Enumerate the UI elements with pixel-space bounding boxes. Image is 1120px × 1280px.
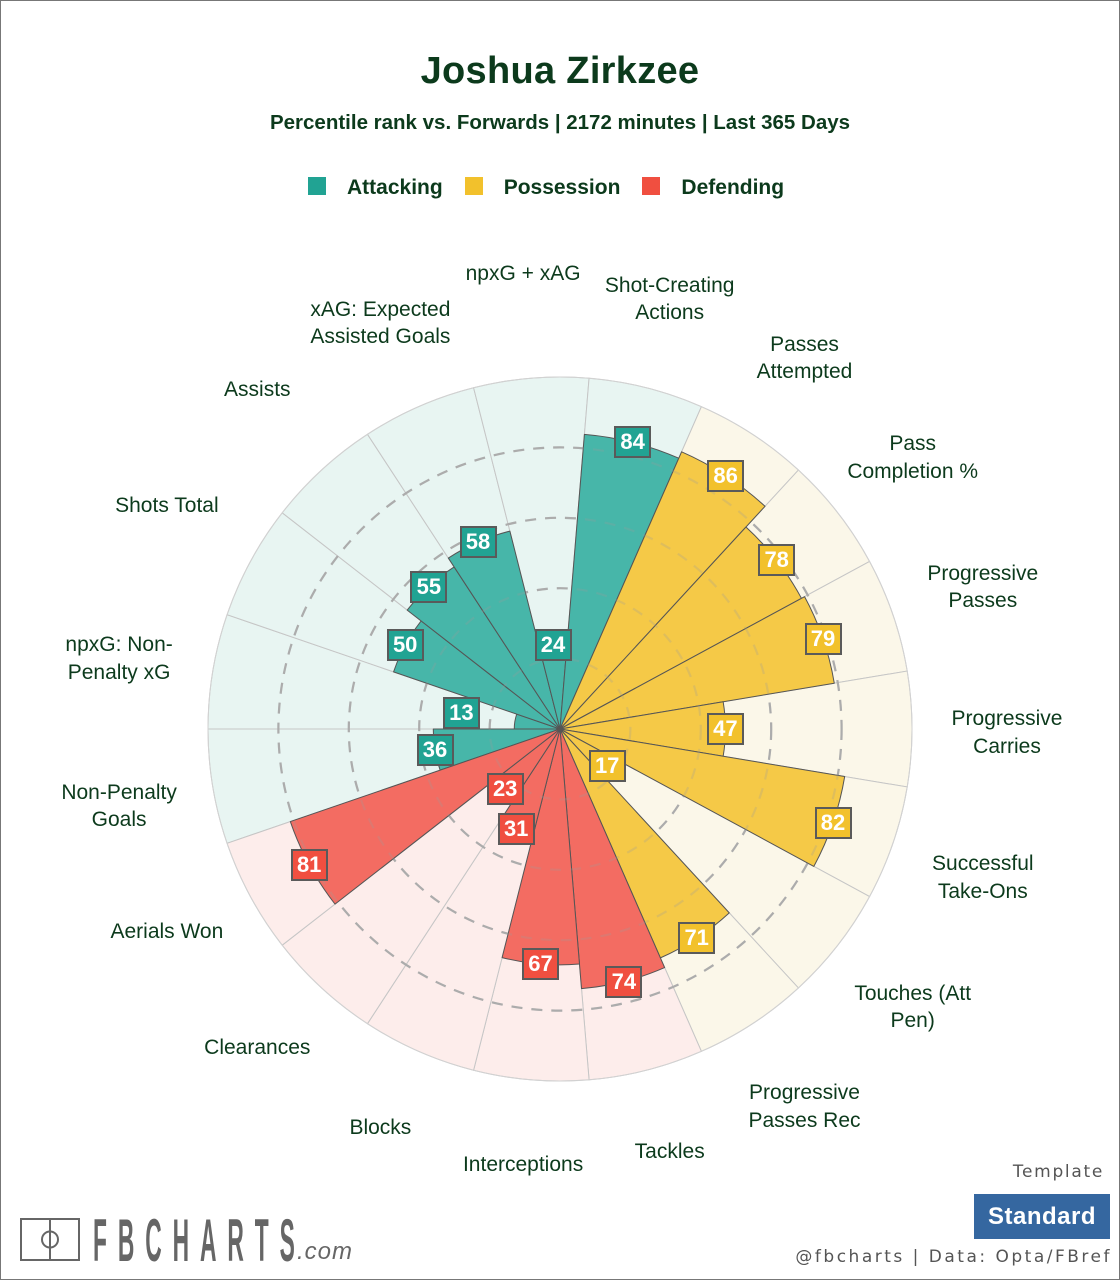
bars xyxy=(289,433,846,990)
gridlines-overlay xyxy=(277,446,843,1012)
category-label-progressive-carries: Progressive Carries xyxy=(951,707,1063,758)
legend-swatch-defending xyxy=(642,177,661,195)
category-label-aerials-won: Aerials Won xyxy=(110,919,224,943)
gridline-overlay-60 xyxy=(347,516,773,942)
category-label-progressive-passes-rec: Progressive Passes Rec xyxy=(748,1081,861,1132)
category-label-blocks: Blocks xyxy=(349,1116,412,1140)
legend-swatch-possession xyxy=(464,177,483,195)
template-badge: Standard xyxy=(974,1194,1110,1239)
legend: Attacking Possession Defending xyxy=(308,176,806,200)
value-label-non-penalty-goals: 36 xyxy=(416,733,454,766)
category-label-passes-attempted: Passes Attempted xyxy=(756,332,853,384)
category-label-non-penalty-goals: Non-Penalty Goals xyxy=(61,780,177,832)
value-label-aerials-won: 81 xyxy=(290,848,328,881)
category-label-interceptions: Interceptions xyxy=(462,1152,584,1176)
category-label-npxg-non-penalty-xg: npxG: Non-Penalty xG xyxy=(65,633,173,684)
category-label-pass-completion: Pass Completion % xyxy=(847,432,979,483)
value-label-assists: 55 xyxy=(410,570,448,603)
category-label-assists: Assists xyxy=(224,378,291,402)
template-label: Template xyxy=(1012,1162,1104,1182)
category-label-shots-total: Shots Total xyxy=(115,494,219,518)
category-label-successful-take-ons: Successful Take-Ons xyxy=(932,852,1034,903)
legend-item-possession: Possession xyxy=(464,176,643,200)
gridline-overlay-20 xyxy=(488,657,632,801)
category-label-xag-expected-assisted-goals: xAG: Expected Assisted Goals xyxy=(310,297,451,349)
gridline-overlay-80 xyxy=(277,446,843,1012)
value-label-touches-att-pen: 17 xyxy=(588,749,626,782)
gridline-overlay-40 xyxy=(418,587,702,871)
value-label-progressive-passes: 79 xyxy=(804,622,842,655)
legend-item-defending: Defending xyxy=(642,176,806,200)
legend-label-attacking: Attacking xyxy=(347,176,443,199)
data-credit: @fbcharts | Data: Opta/FBref xyxy=(795,1247,1112,1267)
gridline-80 xyxy=(277,446,843,1012)
value-label-pass-completion: 78 xyxy=(758,544,796,577)
value-label-shots-total: 50 xyxy=(386,629,424,662)
category-label-tackles: Tackles xyxy=(634,1140,705,1164)
legend-label-possession: Possession xyxy=(503,176,621,199)
chart-subtitle: Percentile rank vs. Forwards | 2172 minu… xyxy=(269,111,851,134)
value-label-npxg-non-penalty-xg: 13 xyxy=(442,696,480,729)
legend-swatch-attacking xyxy=(308,177,326,195)
logo-suffix: .com xyxy=(297,1238,353,1265)
value-label-successful-take-ons: 82 xyxy=(814,806,852,839)
value-label-blocks: 31 xyxy=(497,812,535,845)
value-label-interceptions: 67 xyxy=(522,948,559,980)
outer-ring xyxy=(207,376,913,1082)
category-label-touches-att-pen: Touches (Att Pen) xyxy=(854,981,972,1033)
category-label-npxg-xag: npxG + xAG xyxy=(465,261,581,285)
value-label-npxg-xag: 24 xyxy=(534,628,572,661)
gridline-60 xyxy=(347,516,773,942)
category-label-clearances: Clearances xyxy=(204,1035,311,1059)
legend-label-defending: Defending xyxy=(681,176,785,199)
value-label-progressive-carries: 47 xyxy=(706,713,744,745)
logo-wordmark: FBCHARTS xyxy=(93,1207,295,1274)
chart-title: Joshua Zirkzee xyxy=(420,50,700,92)
category-label-shot-creating-actions: Shot-Creating Actions xyxy=(604,273,735,325)
value-label-shot-creating-actions: 84 xyxy=(614,426,652,459)
value-label-clearances: 23 xyxy=(486,772,524,805)
fbcharts-logo: FBCHARTS .com xyxy=(20,1207,353,1274)
legend-item-attacking: Attacking xyxy=(308,176,465,200)
value-label-progressive-passes-rec: 71 xyxy=(678,922,716,955)
category-label-progressive-passes: Progressive Passes xyxy=(927,561,1039,613)
value-label-tackles: 74 xyxy=(605,965,643,998)
value-label-passes-attempted: 86 xyxy=(707,459,745,492)
pitch-icon xyxy=(20,1218,80,1261)
value-label-xag-expected-assisted-goals: 58 xyxy=(459,526,497,558)
